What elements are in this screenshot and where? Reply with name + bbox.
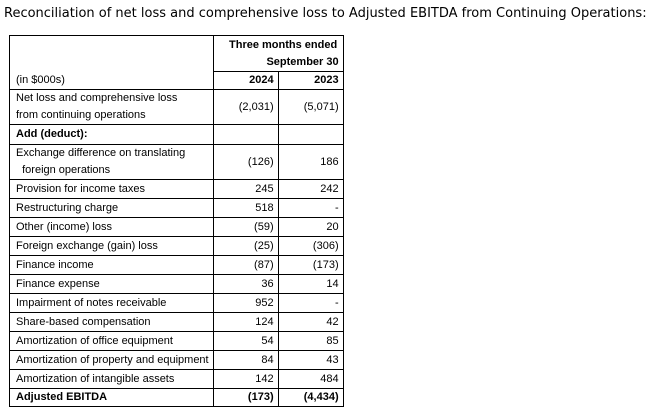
- row: Amortization of intangible assets 142 484: [9, 369, 344, 389]
- row: Foreign exchange (gain) loss (25) (306): [9, 236, 344, 256]
- value: 42: [277, 312, 344, 332]
- label-cell: Amortization of intangible assets: [9, 369, 214, 389]
- row: Adjusted EBITDA (173) (4,434): [9, 388, 344, 407]
- row: Finance expense 36 14: [9, 274, 344, 294]
- unit-cell: (in $000s): [9, 35, 214, 90]
- label: Net loss and comprehensive loss: [16, 92, 178, 104]
- label: Share-based compensation: [16, 315, 151, 328]
- value: (87): [212, 255, 279, 275]
- label-cell: Other (income) loss: [9, 217, 214, 237]
- label: Provision for income taxes: [16, 182, 145, 195]
- value: (173): [212, 388, 279, 407]
- value: (306): [277, 236, 344, 256]
- label: Amortization of office equipment: [16, 334, 173, 347]
- value: -: [277, 293, 344, 313]
- label-cell: Share-based compensation: [9, 312, 214, 332]
- row: Exchange difference on translating forei…: [9, 144, 344, 180]
- label: Amortization of intangible assets: [16, 372, 175, 385]
- value: 186: [277, 144, 344, 180]
- value: 85: [277, 331, 344, 351]
- value: 54: [212, 331, 279, 351]
- header-row: (in $000s) Three months ended September 3…: [9, 35, 344, 90]
- period-line: September 30: [266, 55, 339, 68]
- label-cell: Provision for income taxes: [9, 179, 214, 199]
- row: Amortization of property and equipment 84…: [9, 350, 344, 370]
- year: 2024: [212, 71, 279, 90]
- value: 124: [212, 312, 279, 332]
- value: [212, 124, 279, 145]
- label-cell: Amortization of property and equipment: [9, 350, 214, 370]
- row: Amortization of office equipment 54 85: [9, 331, 344, 351]
- value: (25): [212, 236, 279, 256]
- value: 242: [277, 179, 344, 199]
- value: 20: [277, 217, 344, 237]
- label: foreign operations: [16, 164, 111, 176]
- label: Restructuring charge: [16, 201, 119, 214]
- row: Restructuring charge 518-: [9, 198, 344, 218]
- value: 36: [212, 274, 279, 294]
- unit: (in $000s): [16, 74, 65, 86]
- label-cell: Restructuring charge: [9, 198, 214, 218]
- label: Add (deduct):: [16, 128, 88, 140]
- label: Amortization of property and equipment: [16, 353, 209, 366]
- value: -: [277, 198, 344, 218]
- value: 142: [212, 369, 279, 389]
- label-cell: Finance income: [9, 255, 214, 275]
- value: (5,071): [277, 89, 344, 125]
- label: Adjusted EBITDA: [16, 391, 108, 403]
- row: Provision for income taxes 245 242: [9, 179, 344, 199]
- label: Impairment of notes receivable: [16, 296, 167, 309]
- label: Foreign exchange (gain) loss: [16, 239, 158, 252]
- label: Finance expense: [16, 277, 100, 290]
- value: 518: [212, 198, 279, 218]
- value: 84: [212, 350, 279, 370]
- label: Finance income: [16, 258, 94, 271]
- row: Finance income (87) (173): [9, 255, 344, 275]
- value: [277, 124, 344, 145]
- row: Net loss and comprehensive loss from cont…: [9, 89, 344, 125]
- label: Exchange difference on translating: [16, 147, 186, 159]
- value: 14: [277, 274, 344, 294]
- label-cell: Foreign exchange (gain) loss: [9, 236, 214, 256]
- value: 952: [212, 293, 279, 313]
- row: Impairment of notes receivable 952-: [9, 293, 344, 313]
- row: Add (deduct):: [9, 124, 344, 145]
- label: Other (income) loss: [16, 220, 112, 233]
- label-cell: Adjusted EBITDA: [9, 388, 214, 407]
- label-cell: Impairment of notes receivable: [9, 293, 214, 313]
- row: Share-based compensation 124 42: [9, 312, 344, 332]
- value: 245: [212, 179, 279, 199]
- reconciliation-table: (in $000s) Three months ended September 3…: [9, 35, 344, 407]
- value: (4,434): [277, 388, 344, 407]
- value: (59): [212, 217, 279, 237]
- title: Reconciliation of net loss and comprehen…: [4, 6, 647, 21]
- label-cell: Add (deduct):: [9, 124, 214, 145]
- label-cell: Amortization of office equipment: [9, 331, 214, 351]
- period-cell: Three months ended September 30: [212, 35, 344, 72]
- year: 2023: [277, 71, 344, 90]
- label-cell: Finance expense: [9, 274, 214, 294]
- label-cell: Net loss and comprehensive loss from cont…: [9, 89, 214, 125]
- value: (126): [212, 144, 279, 180]
- value: 43: [277, 350, 344, 370]
- label-cell: Exchange difference on translating forei…: [9, 144, 214, 180]
- period-line: Three months ended: [229, 38, 338, 51]
- value: (2,031): [212, 89, 279, 125]
- table-body: (in $000s) Three months ended September 3…: [9, 35, 344, 407]
- label: from continuing operations: [16, 109, 146, 121]
- value: (173): [277, 255, 344, 275]
- row: Other (income) loss (59) 20: [9, 217, 344, 237]
- value: 484: [277, 369, 344, 389]
